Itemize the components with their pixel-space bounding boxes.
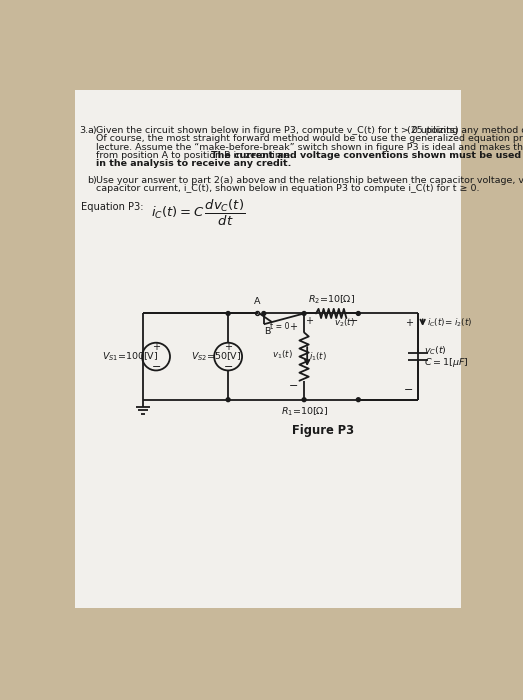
Circle shape bbox=[262, 312, 266, 316]
Text: (25 points): (25 points) bbox=[407, 126, 459, 135]
Text: $v_C(t)$: $v_C(t)$ bbox=[424, 344, 447, 357]
Text: $R_2$=10[$\Omega$]: $R_2$=10[$\Omega$] bbox=[308, 293, 355, 306]
Text: from position A to position B in zero time.: from position A to position B in zero ti… bbox=[96, 150, 297, 160]
Text: b): b) bbox=[87, 176, 97, 185]
Text: Figure P3: Figure P3 bbox=[292, 424, 354, 438]
Circle shape bbox=[356, 312, 360, 316]
Circle shape bbox=[302, 312, 306, 316]
Text: $V_{S2}$=50[V]: $V_{S2}$=50[V] bbox=[191, 350, 241, 363]
Text: $i_1(t)$: $i_1(t)$ bbox=[309, 350, 327, 363]
Text: −: − bbox=[289, 381, 298, 391]
Circle shape bbox=[226, 312, 230, 316]
FancyBboxPatch shape bbox=[75, 90, 461, 608]
Text: −: − bbox=[151, 362, 161, 372]
Circle shape bbox=[302, 398, 306, 402]
Text: in the analysis to receive any credit.: in the analysis to receive any credit. bbox=[96, 159, 292, 168]
Text: Given the circuit shown below in figure P3, compute v_C(t) for t > 0 utilizing a: Given the circuit shown below in figure … bbox=[96, 126, 523, 135]
Text: The current and voltage conventions shown must be used: The current and voltage conventions show… bbox=[211, 150, 521, 160]
Text: A: A bbox=[254, 297, 261, 306]
Text: 3.: 3. bbox=[79, 126, 88, 135]
Text: Of course, the most straight forward method would be to use the generalized equa: Of course, the most straight forward met… bbox=[96, 134, 523, 144]
Text: +: + bbox=[289, 322, 297, 332]
Text: $V_{S1}$=100[V]: $V_{S1}$=100[V] bbox=[102, 350, 158, 363]
Text: a): a) bbox=[87, 126, 97, 135]
Text: lecture. Assume the “make-before-break” switch shown in figure P3 is ideal and m: lecture. Assume the “make-before-break” … bbox=[96, 143, 523, 151]
Text: B: B bbox=[264, 328, 270, 336]
Circle shape bbox=[356, 398, 360, 402]
Text: −: − bbox=[223, 362, 233, 372]
Text: $v_1(t)$: $v_1(t)$ bbox=[272, 349, 293, 361]
Text: $v_2(t)$: $v_2(t)$ bbox=[334, 316, 355, 329]
Text: −: − bbox=[349, 316, 358, 326]
Circle shape bbox=[226, 398, 230, 402]
Text: $i_C(t)$= $i_2(t)$: $i_C(t)$= $i_2(t)$ bbox=[427, 316, 473, 329]
Text: +: + bbox=[152, 342, 160, 351]
Text: t = 0: t = 0 bbox=[270, 322, 289, 331]
Text: $R_1$=10[$\Omega$]: $R_1$=10[$\Omega$] bbox=[280, 406, 327, 419]
Text: +: + bbox=[224, 342, 232, 351]
Text: $i_C(t) = C\,\dfrac{dv_C(t)}{dt}$: $i_C(t) = C\,\dfrac{dv_C(t)}{dt}$ bbox=[151, 197, 245, 228]
Text: −: − bbox=[404, 386, 413, 396]
Text: +: + bbox=[405, 318, 413, 328]
Text: $C = 1[\mu F]$: $C = 1[\mu F]$ bbox=[424, 356, 469, 369]
Text: +: + bbox=[305, 316, 313, 326]
Text: Use your answer to part 2(a) above and the relationship between the capacitor vo: Use your answer to part 2(a) above and t… bbox=[96, 176, 523, 185]
Text: capacitor current, i_C(t), shown below in equation P3 to compute i_C(t) for t ≥ : capacitor current, i_C(t), shown below i… bbox=[96, 183, 480, 192]
Text: Equation P3:: Equation P3: bbox=[81, 202, 143, 212]
